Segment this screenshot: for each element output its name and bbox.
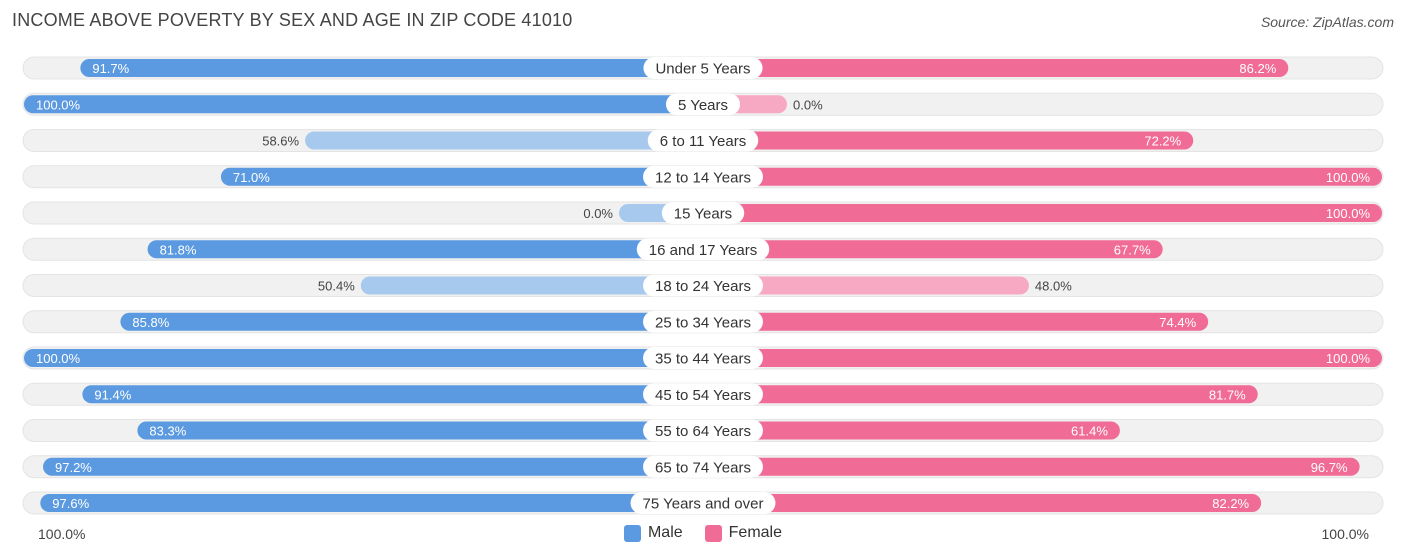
value-label-male: 71.0% [233, 170, 270, 185]
category-label: 65 to 74 Years [655, 459, 751, 476]
value-label-male: 97.6% [52, 496, 89, 511]
value-label-female: 0.0% [793, 97, 823, 112]
bar-female [703, 59, 1289, 77]
bar-male [305, 131, 703, 150]
value-label-male: 0.0% [583, 206, 613, 221]
bar-female [703, 421, 1120, 440]
axis-left-label: 100.0% [38, 526, 86, 542]
category-pill [630, 492, 776, 514]
value-label-male: 91.7% [92, 61, 129, 76]
bar-female [703, 240, 1163, 259]
category-pill [643, 455, 763, 478]
category-label: 75 Years and over [643, 496, 764, 513]
category-pill [643, 57, 763, 79]
value-label-female: 82.2% [1212, 496, 1249, 511]
bar-female [703, 167, 1382, 186]
value-label-male: 100.0% [36, 351, 81, 366]
category-label: 6 to 11 Years [660, 133, 746, 150]
bar-female [703, 276, 1029, 295]
category-pill [636, 238, 770, 261]
value-label-male: 97.2% [55, 460, 92, 475]
value-label-male: 100.0% [36, 97, 81, 112]
legend-item-female: Female [704, 524, 783, 542]
category-pill [661, 202, 745, 224]
value-label-female: 96.7% [1311, 460, 1348, 475]
legend-swatch-male [623, 524, 641, 542]
category-pill [643, 419, 763, 442]
bar-male [120, 312, 704, 331]
legend-item-male: Male [623, 524, 683, 542]
value-label-male: 58.6% [262, 134, 299, 149]
category-label: 18 to 24 Years [655, 278, 751, 295]
bar-male [80, 59, 704, 77]
value-label-male: 91.4% [94, 387, 131, 402]
value-label-male: 50.4% [318, 279, 355, 294]
bar-male [147, 240, 703, 259]
axis-right-label: 100.0% [1321, 526, 1369, 542]
value-label-male: 83.3% [149, 424, 186, 439]
category-pill [665, 93, 741, 116]
category-label: 25 to 34 Years [655, 314, 751, 331]
value-label-female: 100.0% [1326, 351, 1371, 366]
bar-male [24, 349, 703, 367]
legend-swatch-female [704, 524, 722, 542]
category-pill [643, 165, 763, 188]
category-pill [643, 310, 763, 333]
category-label: 5 Years [678, 97, 728, 114]
bar-female [703, 385, 1258, 404]
category-label: 55 to 64 Years [655, 423, 751, 440]
bar-male [82, 385, 704, 404]
value-label-male: 81.8% [160, 242, 197, 257]
legend-label-female: Female [728, 524, 783, 541]
legend: Male Female [0, 524, 1406, 542]
bar-female [703, 312, 1209, 331]
legend-label-male: Male [647, 524, 683, 541]
value-label-female: 100.0% [1326, 206, 1371, 221]
value-label-female: 72.2% [1144, 134, 1181, 149]
category-label: 35 to 44 Years [655, 351, 751, 368]
category-label: 45 to 54 Years [655, 387, 751, 404]
value-label-female: 67.7% [1114, 242, 1151, 257]
value-label-female: 61.4% [1071, 424, 1108, 439]
bar-female [703, 494, 1262, 512]
category-pill [643, 274, 763, 297]
value-label-male: 85.8% [132, 315, 169, 330]
value-label-female: 81.7% [1209, 387, 1246, 402]
category-pill [647, 129, 759, 152]
category-label: 15 Years [674, 206, 732, 223]
bar-male [360, 276, 703, 295]
value-label-female: 48.0% [1035, 279, 1072, 294]
bar-male [40, 494, 703, 512]
value-label-female: 74.4% [1159, 315, 1196, 330]
bar-female [703, 349, 1382, 367]
bar-male [137, 421, 703, 440]
chart-title: INCOME ABOVE POVERTY BY SEX AND AGE IN Z… [12, 10, 573, 30]
bar-chart: 91.7% 86.2% Under 5 Years 100.0% 0.0% 5 Years… [22, 56, 1384, 515]
category-label: Under 5 Years [655, 61, 750, 78]
bar-female [703, 457, 1360, 476]
value-label-female: 100.0% [1326, 170, 1371, 185]
source-text: Source: ZipAtlas.com [1260, 14, 1394, 30]
category-pill [643, 347, 763, 369]
category-label: 16 and 17 Years [649, 242, 757, 259]
bar-female [703, 131, 1194, 150]
bar-male [24, 95, 703, 114]
category-pill [643, 383, 763, 406]
bar-female [703, 204, 1382, 222]
value-label-female: 86.2% [1239, 61, 1276, 76]
category-label: 12 to 14 Years [655, 169, 751, 186]
bar-male [220, 167, 703, 186]
bar-male [43, 457, 703, 476]
